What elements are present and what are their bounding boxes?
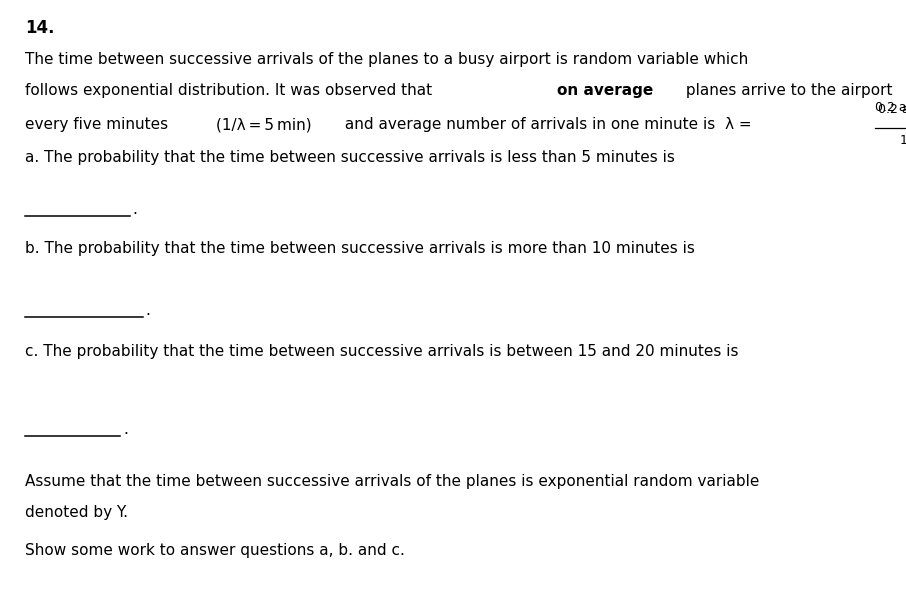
Text: 14.: 14.: [25, 19, 55, 37]
Text: denoted by Y.: denoted by Y.: [25, 505, 129, 520]
Text: Show some work to answer questions a, b. and c.: Show some work to answer questions a, b.…: [25, 544, 405, 558]
Text: 1 min: 1 min: [0, 595, 1, 596]
Text: 1 min: 1 min: [901, 134, 906, 147]
Text: b. The probability that the time between successive arrivals is more than 10 min: b. The probability that the time between…: [25, 241, 695, 256]
Text: 0.2 arrivals: 0.2 arrivals: [0, 595, 1, 596]
Text: Assume that the time between successive arrivals of the planes is exponential ra: Assume that the time between successive …: [25, 474, 760, 489]
Text: planes arrive to the airport: planes arrive to the airport: [681, 83, 892, 98]
Text: (1/λ = 5 min): (1/λ = 5 min): [217, 117, 312, 132]
Text: 0.2 arrivals: 0.2 arrivals: [875, 101, 906, 114]
Text: .: .: [123, 423, 128, 437]
Text: c. The probability that the time between successive arrivals is between 15 and 2: c. The probability that the time between…: [25, 344, 739, 359]
Text: .: .: [146, 303, 150, 318]
Text: .: .: [132, 202, 137, 217]
Text: The time between successive arrivals of the planes to a busy airport is random v: The time between successive arrivals of …: [25, 52, 748, 67]
Text: on average: on average: [557, 83, 653, 98]
Text: 0.2 arrivals: 0.2 arrivals: [878, 103, 906, 116]
Text: every five minutes: every five minutes: [25, 117, 173, 132]
Text: a. The probability that the time between successive arrivals is less than 5 minu: a. The probability that the time between…: [25, 150, 675, 165]
Text: and average number of arrivals in one minute is  λ =: and average number of arrivals in one mi…: [340, 117, 751, 132]
Text: follows exponential distribution. It was observed that: follows exponential distribution. It was…: [25, 83, 438, 98]
